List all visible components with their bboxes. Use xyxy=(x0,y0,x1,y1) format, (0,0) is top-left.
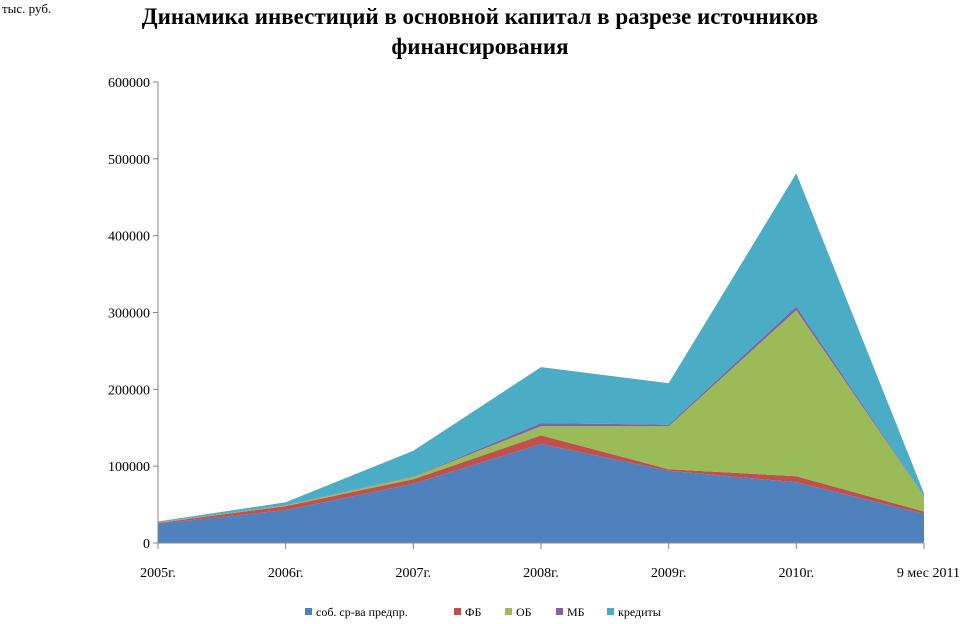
y-axis-unit-label: тыс. руб. xyxy=(2,1,52,16)
area-series-1 xyxy=(158,435,924,524)
area-series-0 xyxy=(158,443,924,543)
y-tick-label: 0 xyxy=(143,537,150,552)
legend-swatch xyxy=(607,608,614,615)
legend-label: ОБ xyxy=(516,605,532,619)
y-tick-label: 200000 xyxy=(108,383,150,398)
legend-swatch xyxy=(454,608,461,615)
y-tick-label: 400000 xyxy=(108,230,150,245)
chart-title: Динамика инвестиций в основной капитал в… xyxy=(141,4,819,59)
x-tick-label: 2008г. xyxy=(523,566,559,581)
x-tick-label: 2005г. xyxy=(140,566,176,581)
x-tick-label: 2009г. xyxy=(651,566,687,581)
legend-item-4: кредиты xyxy=(607,605,661,619)
legend-label: соб. ср-ва предпр. xyxy=(316,605,408,619)
y-tick-label: 600000 xyxy=(108,76,150,91)
y-tick-label: 500000 xyxy=(108,153,150,168)
legend-label: МБ xyxy=(567,605,585,619)
y-tick-label: 300000 xyxy=(108,307,150,322)
x-tick-label: 9 мес 2011 xyxy=(897,566,960,581)
x-tick-label: 2007г. xyxy=(395,566,431,581)
y-tick-labels: 0 100000 200000 300000 400000 500000 600000 xyxy=(108,76,150,552)
legend-label: кредиты xyxy=(618,605,661,619)
axes xyxy=(153,81,925,549)
legend-label: ФБ xyxy=(465,605,481,619)
stacked-areas xyxy=(158,173,924,543)
legend: соб. ср-ва предпр. ФБ ОБ МБ кредиты xyxy=(305,605,661,619)
legend-item-1: ФБ xyxy=(454,605,481,619)
legend-item-0: соб. ср-ва предпр. xyxy=(305,605,408,619)
y-tick-label: 100000 xyxy=(108,460,150,475)
x-tick-label: 2010г. xyxy=(778,566,814,581)
legend-item-2: ОБ xyxy=(505,605,532,619)
x-tick-labels: 2005г. 2006г. 2007г. 2008г. 2009г. 2010г. 9 ме… xyxy=(140,566,960,581)
legend-swatch xyxy=(505,608,512,615)
legend-swatch xyxy=(305,608,312,615)
legend-item-3: МБ xyxy=(556,605,585,619)
legend-swatch xyxy=(556,608,563,615)
x-tick-label: 2006г. xyxy=(268,566,304,581)
area-series-2 xyxy=(158,310,924,523)
